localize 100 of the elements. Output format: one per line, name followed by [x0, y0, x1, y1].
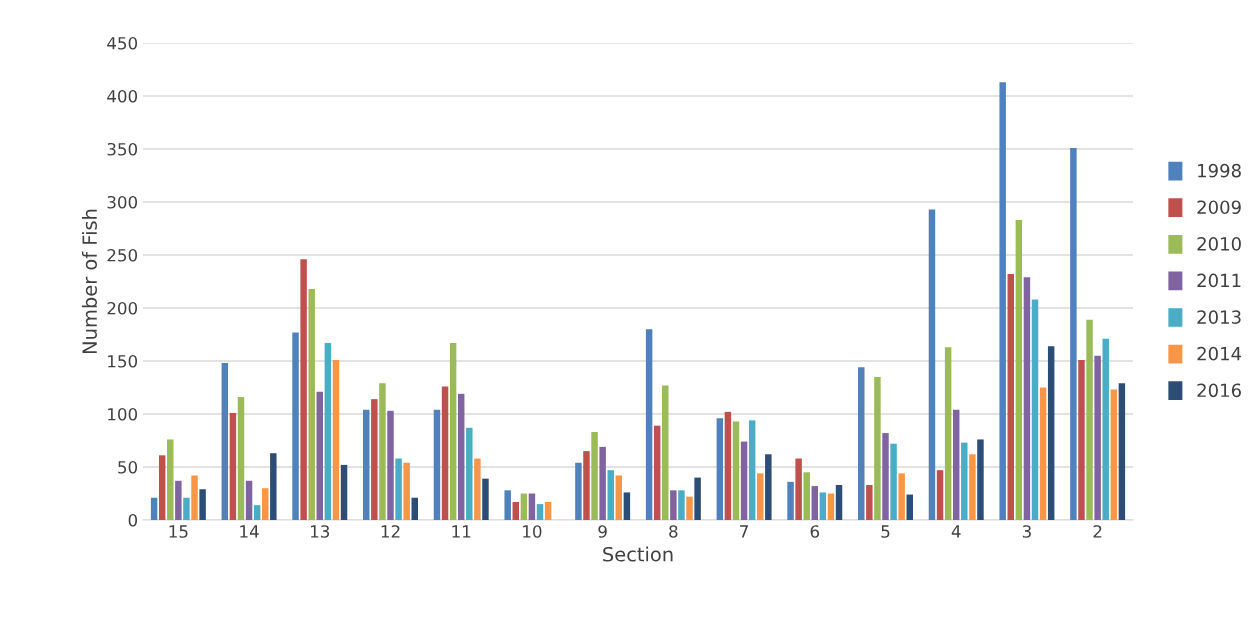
bar: [670, 490, 677, 520]
bar: [270, 453, 277, 520]
bar: [536, 504, 544, 520]
bar: [795, 458, 802, 520]
legend-label: 2016: [1197, 383, 1241, 398]
bar: [765, 454, 772, 520]
legend-label: 2010: [1197, 237, 1241, 251]
bar: [811, 486, 819, 520]
bar: [316, 391, 324, 520]
bar: [387, 410, 394, 520]
bar: [623, 492, 631, 520]
bar: [890, 443, 897, 520]
bar: [528, 493, 536, 520]
bar: [371, 399, 378, 520]
bar: [1047, 346, 1055, 520]
bar: [575, 462, 582, 520]
bar: [403, 462, 410, 520]
bar: [944, 347, 952, 520]
y-tick-label: 300: [107, 195, 138, 209]
bar: [952, 409, 960, 520]
bar: [411, 497, 418, 520]
bar: [237, 397, 245, 520]
bar: [466, 427, 473, 520]
bar: [457, 393, 465, 520]
bar: [1110, 389, 1118, 520]
bar: [474, 458, 481, 520]
bar: [340, 464, 348, 520]
bar: [591, 432, 598, 520]
x-tick-label: 3: [1022, 525, 1031, 538]
bar: [1031, 299, 1039, 520]
bar: [803, 472, 810, 520]
bar: [158, 455, 166, 520]
bar: [1039, 387, 1047, 520]
x-tick-label: 8: [669, 525, 678, 538]
bar: [1007, 274, 1014, 520]
bar: [308, 288, 315, 520]
bar: [183, 497, 190, 520]
bar: [732, 421, 740, 520]
x-tick-label: 11: [452, 525, 471, 538]
bar: [1102, 338, 1109, 520]
bar: [787, 481, 794, 520]
bar: [740, 441, 748, 520]
bar: [694, 477, 701, 520]
bar: [199, 489, 206, 520]
y-tick-label: 450: [107, 36, 138, 50]
bar: [262, 488, 269, 520]
x-tick-label: 9: [598, 525, 607, 538]
bar: [1094, 355, 1101, 520]
bar: [969, 454, 976, 520]
bar: [874, 376, 881, 520]
x-tick-label: 4: [951, 525, 961, 538]
y-axis-title: Number of Fish: [81, 209, 97, 354]
bar: [150, 497, 158, 520]
bar: [936, 470, 944, 520]
bar: [504, 490, 511, 520]
x-tick-label: 12: [381, 525, 400, 538]
bar: [482, 478, 489, 520]
x-tick-label: 14: [240, 525, 259, 538]
bar: [662, 385, 669, 520]
x-tick-label: 13: [311, 525, 330, 538]
bar: [433, 409, 441, 520]
bar: [906, 494, 913, 520]
bar: [615, 475, 623, 520]
x-tick-label: 2: [1093, 525, 1102, 538]
bar: [1118, 383, 1126, 520]
x-tick-label: 7: [740, 525, 748, 538]
bar: [678, 490, 685, 520]
bar: [653, 425, 661, 520]
bar: [961, 442, 968, 520]
x-axis-title: Section: [603, 546, 673, 562]
bar: [827, 493, 835, 520]
x-tick-label: 5: [881, 525, 890, 538]
x-tick-label: 6: [810, 525, 820, 538]
bar: [819, 492, 827, 520]
y-tick-label: 150: [108, 354, 138, 368]
bar: [253, 505, 261, 520]
bar: [520, 493, 528, 520]
bar: [724, 411, 732, 520]
bar: [300, 259, 307, 520]
bar: [583, 451, 590, 520]
bar: [245, 480, 253, 520]
bar: [1070, 147, 1077, 520]
bar: [332, 359, 340, 520]
bar: [1086, 319, 1093, 520]
y-tick-label: 400: [107, 89, 138, 103]
bar: [835, 485, 843, 520]
bar: [928, 209, 936, 520]
bar: [999, 82, 1006, 520]
bar: [191, 475, 198, 520]
bar: [1023, 277, 1031, 520]
y-tick-label: 200: [107, 301, 138, 315]
legend-label: 2013: [1197, 310, 1241, 324]
bar: [1015, 220, 1023, 520]
bar: [512, 501, 519, 520]
x-tick-label: 10: [523, 525, 542, 538]
bar: [229, 412, 237, 520]
bar: [324, 342, 332, 520]
legend-label: 2014: [1197, 346, 1242, 361]
bar: [607, 470, 614, 520]
bar: [167, 439, 174, 520]
